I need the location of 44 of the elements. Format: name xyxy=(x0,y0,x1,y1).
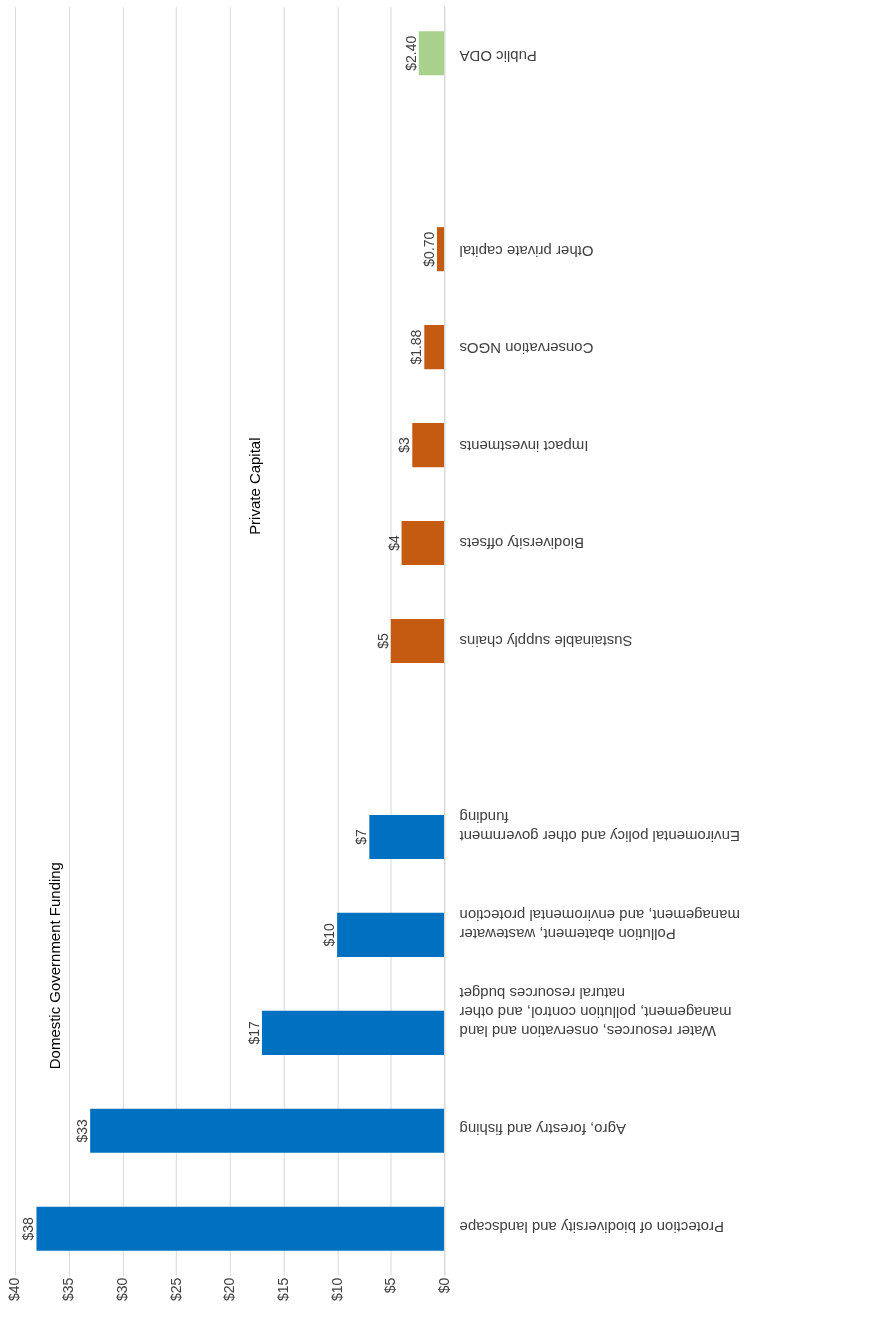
y-tick-label: Impact investments xyxy=(459,437,589,455)
y-tick-label: Public ODA xyxy=(459,47,537,65)
data-label: $2.40 xyxy=(402,35,419,71)
bar xyxy=(436,227,445,272)
data-label: $17 xyxy=(245,1020,262,1045)
bar xyxy=(369,814,445,859)
data-label: $0.70 xyxy=(420,231,437,267)
y-tick-label: Sustainable supply chains xyxy=(459,633,633,651)
y-tick-label: Agro, forestry and fishing xyxy=(459,1120,626,1138)
x-tick-label: $10 xyxy=(328,1277,345,1302)
bar xyxy=(424,325,445,370)
data-label: $10 xyxy=(321,923,338,947)
x-tick-label: $40 xyxy=(6,1277,23,1302)
y-tick-label: Conservation NGOs xyxy=(459,340,594,358)
y-tick-label: Protection of biodiversity and landscape xyxy=(459,1218,725,1236)
x-tick-label: $25 xyxy=(167,1277,184,1302)
bar xyxy=(337,912,445,957)
data-label: $5 xyxy=(374,633,391,649)
y-tick-label: Biodiversity offsets xyxy=(459,535,584,553)
bar xyxy=(36,1206,445,1251)
y-tick-label: Enviromental policy and other government funding xyxy=(458,809,740,846)
x-tick-label: $20 xyxy=(221,1277,238,1302)
data-label: $3 xyxy=(396,437,413,453)
bar xyxy=(261,1010,445,1055)
bar xyxy=(418,31,445,76)
x-tick-label: $30 xyxy=(113,1277,130,1302)
annotation: Domestic Government Funding xyxy=(45,862,63,1070)
data-label: $4 xyxy=(385,535,402,551)
x-tick-label: $35 xyxy=(60,1277,77,1302)
data-label: $1.88 xyxy=(408,329,425,365)
x-tick-label: $0 xyxy=(436,1277,452,1294)
data-label: $33 xyxy=(74,1118,91,1143)
bar xyxy=(90,1108,445,1153)
y-tick-label: Pollution abatement, wastewater management, and enviromental protection xyxy=(459,906,740,943)
y-tick-label: Other private capital xyxy=(459,242,594,260)
bar xyxy=(401,521,445,566)
data-label: $7 xyxy=(353,828,370,845)
bar xyxy=(390,618,445,664)
x-tick-label: $5 xyxy=(382,1277,399,1294)
x-tick-label: $15 xyxy=(274,1277,291,1302)
data-label: $38 xyxy=(20,1216,37,1241)
y-tick-label: Water resources, onservation and land management, pollution control, and other natural resources budget xyxy=(458,985,732,1041)
bar xyxy=(412,423,445,468)
annotation: Private Capital xyxy=(245,437,263,535)
